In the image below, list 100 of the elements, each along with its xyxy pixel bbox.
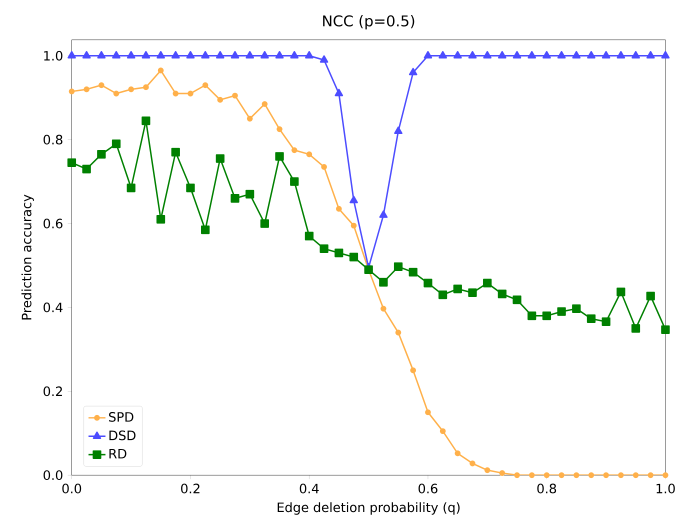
point bbox=[186, 184, 195, 192]
x-tick-label: 0.4 bbox=[300, 484, 319, 494]
point bbox=[156, 215, 166, 224]
point bbox=[82, 164, 91, 174]
point bbox=[276, 126, 282, 132]
point bbox=[394, 126, 402, 134]
point bbox=[67, 158, 76, 168]
point bbox=[260, 51, 269, 59]
point bbox=[84, 86, 90, 92]
point bbox=[424, 51, 432, 59]
y-tick-label: 0.8 bbox=[44, 134, 62, 145]
point bbox=[542, 311, 552, 320]
chart-title: NCC (p=0.5) bbox=[323, 15, 414, 30]
point bbox=[616, 288, 626, 296]
point bbox=[483, 51, 492, 59]
x-axis-title: Edge deletion probability (q) bbox=[278, 502, 460, 515]
point bbox=[512, 51, 522, 59]
point bbox=[334, 248, 344, 258]
point bbox=[350, 222, 357, 229]
point bbox=[380, 306, 386, 312]
point bbox=[142, 116, 150, 126]
point bbox=[143, 84, 149, 90]
point bbox=[171, 148, 180, 157]
point bbox=[438, 290, 448, 300]
point bbox=[408, 268, 418, 277]
point bbox=[603, 472, 610, 478]
y-tick-label: 1.0 bbox=[44, 50, 62, 61]
point bbox=[246, 190, 254, 199]
point bbox=[618, 472, 624, 478]
point bbox=[172, 90, 179, 96]
point bbox=[394, 262, 403, 272]
y-axis-title: Prediction accuracy bbox=[21, 194, 34, 320]
point bbox=[156, 51, 165, 59]
point bbox=[616, 51, 626, 59]
point bbox=[557, 51, 566, 59]
point bbox=[408, 68, 418, 76]
point bbox=[98, 82, 104, 88]
point bbox=[483, 278, 492, 288]
point bbox=[602, 51, 610, 59]
point bbox=[602, 317, 610, 326]
point bbox=[587, 51, 596, 59]
point bbox=[186, 51, 195, 59]
point bbox=[97, 51, 106, 59]
point bbox=[320, 244, 328, 254]
point bbox=[573, 472, 580, 478]
point bbox=[470, 460, 476, 466]
point bbox=[321, 164, 327, 170]
point bbox=[246, 51, 254, 59]
point bbox=[232, 92, 238, 99]
x-tick-label: 0.6 bbox=[418, 484, 438, 494]
point bbox=[230, 51, 240, 59]
point bbox=[291, 147, 298, 154]
point bbox=[646, 292, 655, 300]
legend-label: SPD bbox=[109, 412, 134, 422]
point bbox=[528, 51, 536, 59]
point bbox=[498, 51, 506, 59]
point bbox=[217, 96, 224, 103]
legend-label: RD bbox=[109, 448, 126, 458]
point bbox=[142, 51, 150, 59]
point bbox=[306, 151, 312, 158]
y-tick-label: 0.6 bbox=[44, 218, 62, 228]
point bbox=[661, 51, 670, 59]
point bbox=[334, 88, 344, 96]
point bbox=[588, 472, 594, 478]
point bbox=[201, 226, 210, 234]
point bbox=[336, 206, 342, 212]
point bbox=[498, 290, 506, 298]
point bbox=[586, 314, 596, 324]
point bbox=[631, 324, 640, 333]
point bbox=[158, 68, 164, 74]
point bbox=[440, 428, 446, 434]
point bbox=[410, 367, 416, 374]
x-tick-label: 1.0 bbox=[656, 484, 675, 494]
point bbox=[97, 150, 106, 159]
point bbox=[572, 304, 581, 313]
point bbox=[188, 90, 194, 96]
x-tick-label: 0.8 bbox=[537, 484, 556, 494]
y-tick-label: 0.2 bbox=[44, 386, 62, 396]
point bbox=[572, 51, 581, 59]
point bbox=[112, 51, 120, 59]
point bbox=[82, 51, 91, 59]
point bbox=[379, 278, 388, 287]
point bbox=[528, 472, 535, 478]
point bbox=[230, 194, 240, 203]
point bbox=[499, 470, 506, 476]
point bbox=[216, 51, 224, 59]
point bbox=[662, 472, 668, 478]
point bbox=[290, 51, 299, 59]
point bbox=[349, 252, 358, 262]
point bbox=[201, 51, 210, 59]
point bbox=[528, 311, 536, 320]
x-tick-label: 0.2 bbox=[181, 484, 200, 494]
point bbox=[425, 409, 431, 416]
point bbox=[557, 307, 566, 316]
point bbox=[171, 51, 180, 59]
point bbox=[544, 472, 550, 478]
point bbox=[202, 82, 208, 88]
point bbox=[648, 472, 654, 478]
point bbox=[424, 278, 432, 288]
point bbox=[484, 467, 490, 474]
